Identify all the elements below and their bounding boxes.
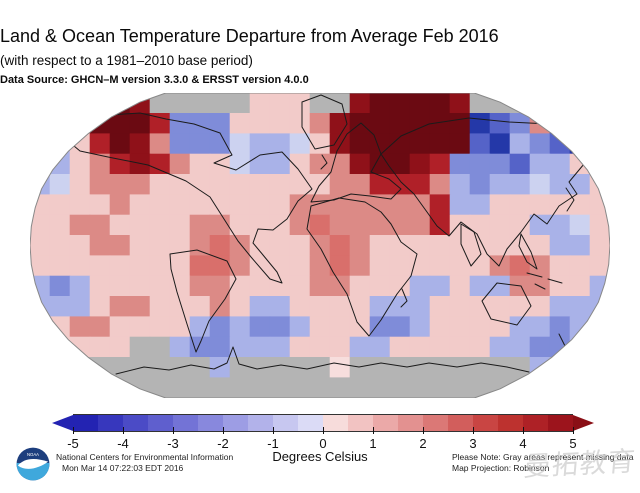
colorbar-right-arrow [573, 415, 594, 431]
colorbar-tick-mark [123, 427, 124, 434]
colorbar-tick-label: -4 [117, 436, 129, 451]
colorbar-segment [148, 415, 173, 431]
watermark-text: 曼拓教育 [522, 445, 638, 483]
colorbar-segment [98, 415, 123, 431]
colorbar-tick-mark [473, 427, 474, 434]
colorbar-tick-label: 3 [469, 436, 477, 451]
colorbar-tick-mark [223, 427, 224, 434]
colorbar-tick-mark [573, 427, 574, 434]
colorbar-tick-label: -3 [167, 436, 179, 451]
colorbar-segments [73, 414, 573, 432]
colorbar-tick-label: -2 [217, 436, 229, 451]
colorbar-tick-mark [523, 427, 524, 434]
colorbar-tick-label: 0 [319, 436, 327, 451]
page-subtitle: (with respect to a 1981–2010 base period… [0, 53, 253, 68]
noaa-logo: NOAA [16, 447, 50, 481]
colorbar-tick-label: -5 [67, 436, 79, 451]
colorbar-tick-label: 1 [369, 436, 377, 451]
colorbar-segment [448, 415, 473, 431]
colorbar-segment [398, 415, 423, 431]
colorbar-segment [498, 415, 523, 431]
colorbar-tick-label: -1 [267, 436, 279, 451]
colorbar-tick-label: 2 [419, 436, 427, 451]
colorbar-segment [223, 415, 248, 431]
colorbar-segment [423, 415, 448, 431]
footer-organization: National Centers for Environmental Infor… [56, 452, 234, 462]
colorbar-left-arrow [52, 415, 73, 431]
anomaly-grid-cells [30, 93, 610, 398]
colorbar-tick-mark [73, 427, 74, 434]
colorbar-tick-mark [273, 427, 274, 434]
world-anomaly-map [30, 93, 610, 398]
colorbar-segment [123, 415, 148, 431]
colorbar-segment [523, 415, 548, 431]
projection-boundary [30, 93, 610, 398]
colorbar-unit-label: Degrees Celsius [272, 449, 368, 464]
page-title: Land & Ocean Temperature Departure from … [0, 26, 499, 46]
colorbar-tick-mark [373, 427, 374, 434]
colorbar-segment [198, 415, 223, 431]
colorbar-tick-label: 4 [519, 436, 527, 451]
colorbar-tick-mark [423, 427, 424, 434]
footer-note: Please Note: Gray areas represent missin… [452, 452, 634, 462]
colorbar-segment [348, 415, 373, 431]
colorbar-segment [373, 415, 398, 431]
footer-timestamp: Mon Mar 14 07:22:03 EDT 2016 [62, 463, 184, 473]
continent-outlines [67, 94, 590, 375]
colorbar-tick-mark [323, 427, 324, 434]
colorbar-segment [273, 415, 298, 431]
colorbar-segment [473, 415, 498, 431]
colorbar [52, 414, 594, 432]
colorbar-tick-mark [173, 427, 174, 434]
colorbar-segment [73, 415, 98, 431]
noaa-logo-text: NOAA [27, 452, 39, 457]
colorbar-segment [548, 415, 573, 431]
colorbar-tick-label: 5 [569, 436, 577, 451]
colorbar-segment [323, 415, 348, 431]
colorbar-segment [248, 415, 273, 431]
colorbar-segment [298, 415, 323, 431]
footer-projection: Map Projection: Robinson [452, 463, 550, 473]
colorbar-segment [173, 415, 198, 431]
data-source-line: Data Source: GHCN–M version 3.3.0 & ERSS… [0, 74, 309, 86]
